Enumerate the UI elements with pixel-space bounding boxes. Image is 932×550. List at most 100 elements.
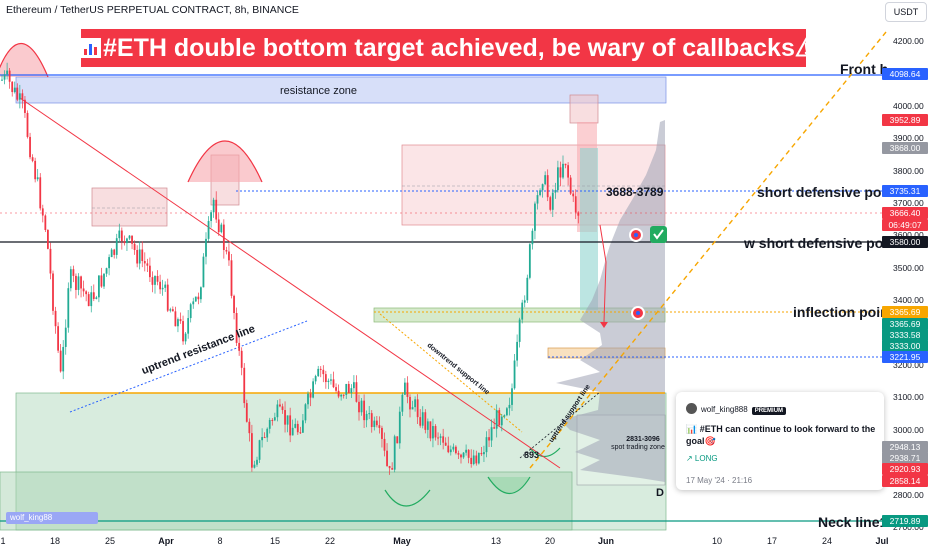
- low-price-label: 893: [524, 450, 540, 460]
- candle: [248, 421, 251, 434]
- time-tick: Apr: [158, 536, 174, 546]
- candle: [358, 401, 360, 413]
- avatar: [686, 403, 697, 414]
- candle: [192, 301, 195, 305]
- upper-red-zone: [401, 144, 666, 226]
- candle: [493, 427, 496, 429]
- candle: [126, 238, 128, 244]
- candle: [574, 196, 577, 213]
- currency-button[interactable]: USDT: [885, 2, 927, 22]
- candle: [156, 275, 159, 282]
- price-tick: 3800.00: [893, 165, 924, 176]
- price-tag: 3666.40: [882, 207, 928, 219]
- candle: [123, 241, 126, 244]
- candle: [375, 420, 378, 426]
- candle: [396, 436, 399, 444]
- candle: [391, 468, 394, 470]
- candle: [472, 455, 475, 465]
- candle: [87, 294, 90, 307]
- price-tag: 3365.69: [882, 318, 928, 330]
- candle: [95, 297, 98, 300]
- candle: [406, 382, 409, 397]
- price-tick: 4200.00: [893, 36, 924, 46]
- candle: [289, 415, 292, 436]
- candle: [531, 230, 534, 245]
- candle: [169, 309, 172, 311]
- candle: [238, 342, 241, 351]
- candle: [273, 417, 276, 421]
- bar-chart-icon: [81, 38, 101, 58]
- candle: [154, 275, 156, 285]
- candle: [110, 249, 113, 258]
- candle: [202, 256, 205, 288]
- candle: [539, 190, 541, 196]
- candle: [345, 383, 348, 395]
- candle: [449, 449, 452, 453]
- time-tick: May: [393, 536, 411, 546]
- time-tick: 18: [49, 536, 61, 546]
- candle: [67, 288, 70, 328]
- candle: [488, 437, 490, 441]
- candle: [503, 415, 506, 417]
- candle: [228, 251, 230, 261]
- idea-card[interactable]: wolf_king888 PREMIUM 📊 #ETH can continue …: [676, 392, 884, 490]
- candle: [44, 215, 47, 230]
- candle: [465, 449, 467, 453]
- candle: [222, 224, 225, 251]
- candle: [457, 453, 460, 455]
- candle: [164, 284, 167, 288]
- idea-author[interactable]: wolf_king888 PREMIUM: [686, 403, 787, 415]
- candle: [253, 464, 256, 468]
- watermark: wolf_king88: [6, 512, 98, 524]
- candle: [21, 93, 24, 100]
- double-bottom-arc-3: [529, 447, 561, 458]
- candle: [235, 313, 238, 343]
- candle: [100, 275, 103, 287]
- candle: [383, 438, 386, 451]
- candle: [398, 411, 401, 444]
- candle: [355, 382, 358, 402]
- time-tick: Jun: [597, 536, 615, 546]
- candle: [200, 287, 202, 300]
- candle: [554, 190, 557, 193]
- candle: [159, 281, 161, 290]
- candle: [332, 379, 335, 388]
- spot-zone-range: 2831-3096: [626, 436, 660, 443]
- candle: [429, 421, 432, 439]
- candle: [368, 413, 371, 415]
- candle: [258, 440, 261, 460]
- candle: [330, 379, 332, 381]
- candle: [26, 112, 29, 137]
- spot-zone-label: spot trading zone: [611, 444, 665, 451]
- candle: [177, 319, 179, 327]
- price-tag: 06:49:07: [882, 219, 928, 231]
- price-tick: 4000.00: [893, 100, 924, 111]
- candle: [268, 419, 271, 429]
- candle: [136, 249, 139, 264]
- price-tag: 4098.64: [882, 68, 928, 80]
- resistance-zone-label: resistance zone: [280, 85, 358, 97]
- candle: [353, 382, 355, 389]
- candle: [513, 360, 516, 389]
- candle: [309, 393, 312, 398]
- candle: [105, 268, 108, 274]
- double-bottom-arc-2: [487, 476, 531, 494]
- price-tick: 3600.00: [893, 230, 924, 240]
- candle: [281, 406, 284, 411]
- candle: [335, 387, 337, 391]
- idea-text: 📊 #ETH can continue to look forward to t…: [686, 424, 876, 446]
- candle: [141, 249, 144, 262]
- time-tick: 20: [544, 536, 556, 546]
- candle: [370, 413, 373, 428]
- candle: [182, 321, 184, 342]
- price-tag: 2719.89: [882, 515, 928, 527]
- candle: [567, 165, 569, 178]
- price-tag: 2920.93: [882, 463, 928, 475]
- price-tag: 2948.13: [882, 441, 928, 453]
- candle: [467, 449, 470, 458]
- candle: [212, 199, 215, 213]
- candle: [434, 426, 437, 438]
- candle: [207, 221, 210, 239]
- candle: [544, 175, 547, 185]
- w-short-defensive-label: w short defensive point: [744, 235, 901, 251]
